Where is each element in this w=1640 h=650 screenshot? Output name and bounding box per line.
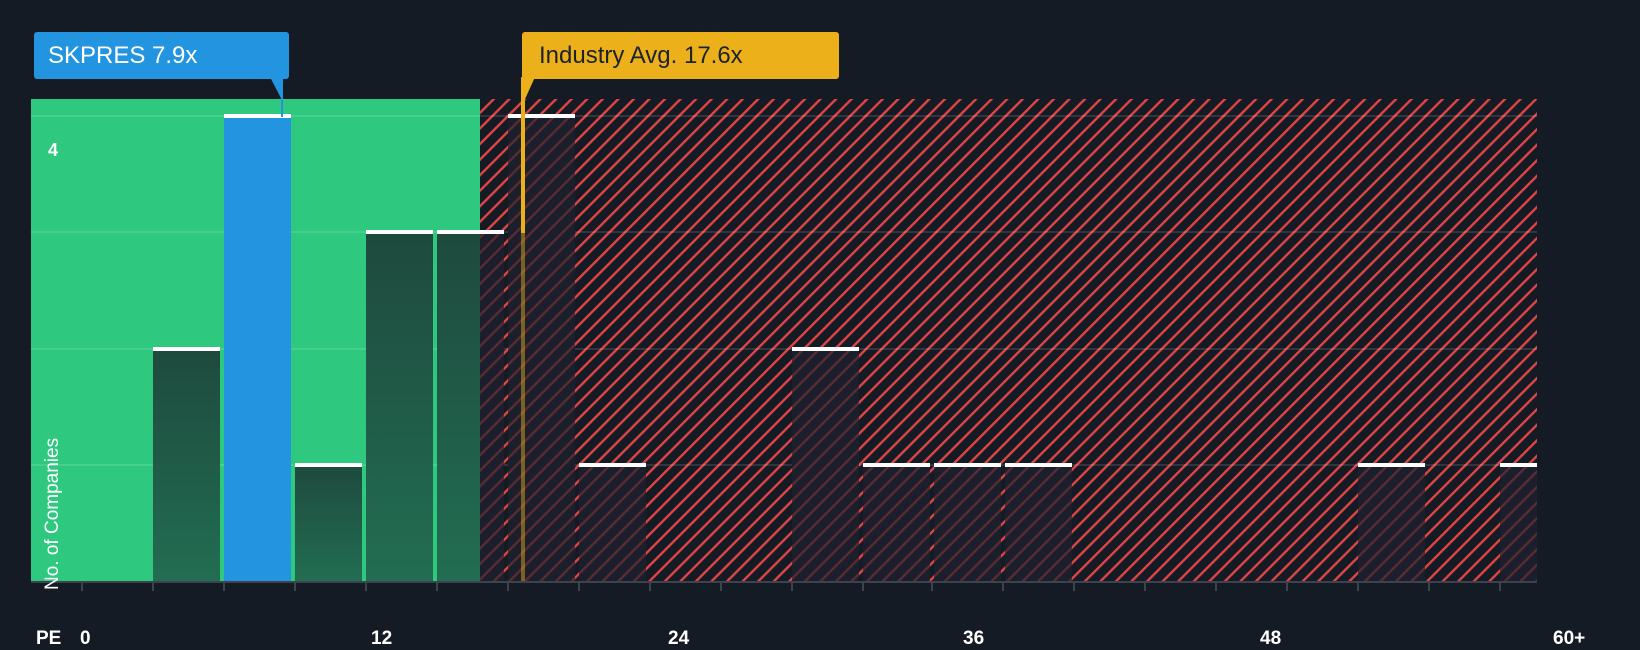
company-pe-callout: SKPRES 7.9x [34, 32, 289, 79]
company-pointer [270, 77, 283, 117]
x-tick-36: 36 [963, 628, 985, 649]
x-axis [31, 581, 1537, 591]
industry-average-line [521, 77, 535, 581]
bar-company-6-9[interactable] [224, 116, 291, 581]
bar-30-33[interactable] [792, 349, 859, 581]
bar-33-36[interactable] [863, 465, 930, 581]
bar-9-12[interactable] [295, 465, 362, 581]
bar-15-18[interactable] [437, 232, 480, 581]
x-tick-24: 24 [668, 628, 690, 649]
bar-18-21[interactable] [508, 116, 575, 581]
x-tick-12: 12 [371, 628, 393, 649]
bars [153, 116, 1537, 581]
bar-36-39[interactable] [934, 465, 1001, 581]
x-axis-title: PE [36, 628, 62, 649]
bar-12-15[interactable] [366, 232, 433, 581]
bar-caps [153, 114, 1537, 467]
industry-average-callout: Industry Avg. 17.6x [522, 32, 839, 79]
bar-60-plus[interactable] [1500, 465, 1537, 581]
y-axis-title: No. of Companies [42, 437, 63, 590]
bar-54-57[interactable] [1358, 465, 1425, 581]
y-tick-4: 4 [48, 140, 59, 160]
x-tick-60-plus: 60+ [1553, 628, 1586, 649]
bar-21-24[interactable] [579, 465, 646, 581]
x-tick-0: 0 [80, 628, 91, 649]
x-tick-48: 48 [1260, 628, 1282, 649]
bar-39-42[interactable] [1005, 465, 1072, 581]
bar-3-6[interactable] [153, 349, 220, 581]
